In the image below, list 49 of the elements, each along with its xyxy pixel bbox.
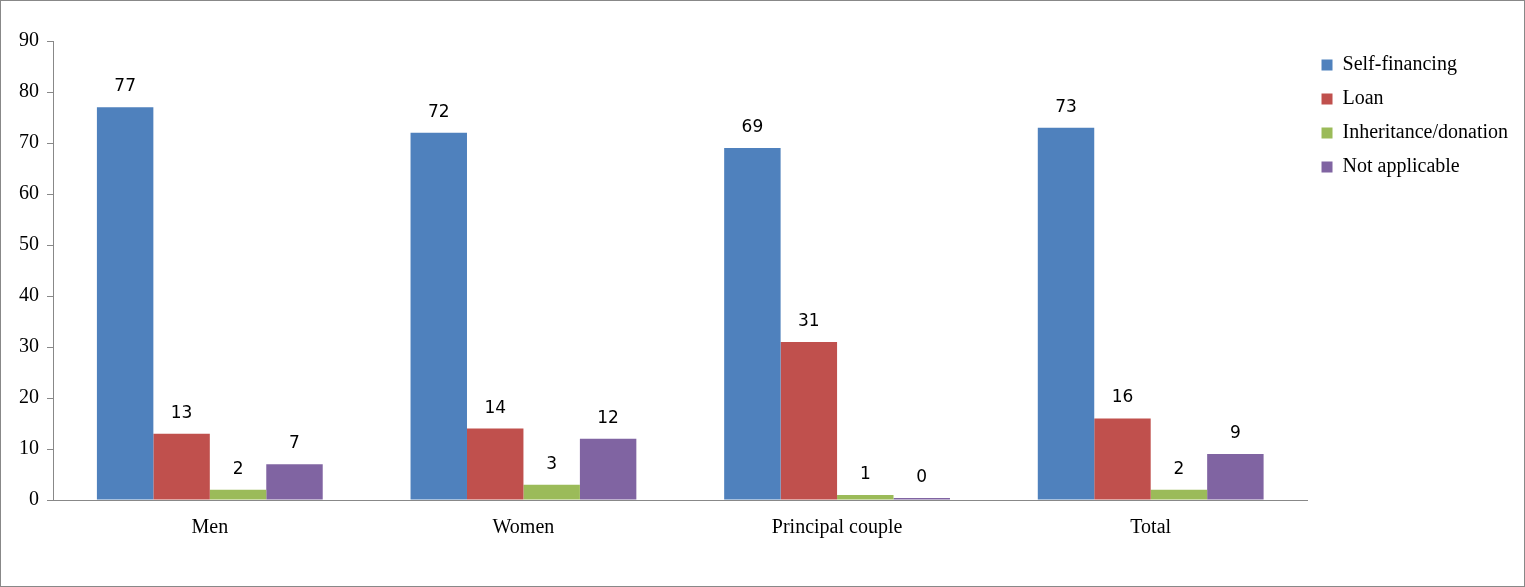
data-label: 16 bbox=[1111, 386, 1134, 407]
bar bbox=[1037, 127, 1095, 500]
bar bbox=[266, 464, 323, 500]
y-tick-label: 30 bbox=[19, 334, 39, 357]
data-label: 12 bbox=[597, 406, 619, 427]
data-label: 77 bbox=[114, 75, 136, 96]
bar bbox=[153, 433, 210, 500]
y-tick-label: 40 bbox=[19, 283, 39, 306]
data-label: 31 bbox=[798, 309, 820, 330]
x-tick-label: Women bbox=[492, 515, 555, 538]
x-tick-label: Total bbox=[1130, 515, 1172, 538]
data-label: 3 bbox=[546, 452, 558, 473]
x-tick-label: Principal couple bbox=[771, 515, 903, 539]
y-tick-label: 90 bbox=[19, 28, 39, 51]
bar bbox=[837, 494, 894, 500]
data-label: 13 bbox=[170, 401, 193, 422]
bar bbox=[579, 438, 637, 500]
y-tick-label: 20 bbox=[19, 385, 39, 408]
y-tick-label: 60 bbox=[19, 181, 39, 204]
bar bbox=[96, 107, 154, 500]
data-label: 72 bbox=[427, 100, 450, 121]
bar bbox=[724, 148, 781, 500]
y-tick-label: 70 bbox=[19, 130, 39, 153]
legend-label: Self-financing bbox=[1342, 52, 1457, 76]
data-label: 2 bbox=[232, 457, 244, 478]
y-tick-label: 10 bbox=[19, 436, 39, 459]
bar bbox=[1094, 418, 1151, 500]
data-label: 9 bbox=[1229, 422, 1241, 443]
data-label: 69 bbox=[741, 116, 764, 137]
legend-label: Inheritance/donation bbox=[1342, 120, 1509, 143]
legend-label: Loan bbox=[1342, 86, 1384, 109]
y-tick-label: 0 bbox=[29, 487, 39, 510]
data-label: 2 bbox=[1173, 457, 1185, 478]
x-tick-label: Men bbox=[191, 515, 229, 538]
data-label: 1 bbox=[859, 462, 871, 483]
bar bbox=[780, 341, 838, 500]
bar bbox=[523, 484, 580, 500]
y-tick-label: 50 bbox=[19, 232, 39, 255]
data-label: 0 bbox=[916, 465, 928, 486]
y-tick-label: 80 bbox=[19, 79, 39, 102]
bar bbox=[1150, 489, 1208, 500]
bar bbox=[1207, 454, 1264, 500]
data-label: 14 bbox=[484, 396, 507, 417]
bar bbox=[410, 132, 467, 500]
bar bbox=[466, 428, 524, 500]
legend-label: Not applicable bbox=[1342, 154, 1460, 178]
data-label: 7 bbox=[289, 432, 300, 453]
bar bbox=[209, 489, 267, 500]
data-label: 73 bbox=[1055, 95, 1077, 116]
